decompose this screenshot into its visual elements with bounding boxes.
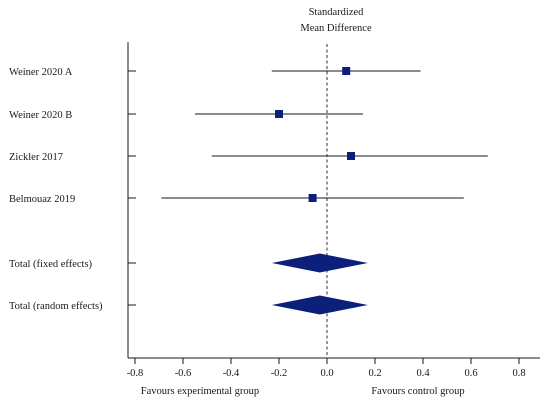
x-tick-label: 0.4 <box>416 368 430 379</box>
x-tick-label: -0.4 <box>223 368 240 379</box>
study-label: Belmouaz 2019 <box>9 194 75 205</box>
effect-size-marker <box>347 152 355 160</box>
pooled-effect-diamond <box>271 295 368 315</box>
x-tick-label: 0.2 <box>368 368 381 379</box>
pooled-effect-diamond <box>271 253 368 273</box>
study-row: Weiner 2020 A <box>9 67 421 78</box>
total-row: Total (random effects) <box>9 295 368 315</box>
x-tick-label: 0.8 <box>512 368 525 379</box>
study-row: Belmouaz 2019 <box>9 194 464 205</box>
x-tick-label: -0.8 <box>127 368 144 379</box>
effect-size-marker <box>308 194 317 202</box>
effect-size-marker <box>342 67 351 75</box>
study-row: Weiner 2020 B <box>9 110 363 121</box>
title-line: Mean Difference <box>300 23 372 34</box>
total-label: Total (fixed effects) <box>9 259 93 270</box>
study-label: Zickler 2017 <box>9 152 63 163</box>
title-line: Standardized <box>309 7 365 18</box>
chart-title: Standardized Mean Difference <box>300 7 372 34</box>
x-tick-label: 0.6 <box>464 368 477 379</box>
study-label: Weiner 2020 B <box>9 110 72 121</box>
total-row: Total (fixed effects) <box>9 253 368 273</box>
total-label: Total (random effects) <box>9 301 103 312</box>
x-left-caption: Favours experimental group <box>141 386 259 397</box>
x-right-caption: Favours control group <box>371 386 464 397</box>
x-tick-label: 0.0 <box>320 368 333 379</box>
study-label: Weiner 2020 A <box>9 67 73 78</box>
study-row: Zickler 2017 <box>9 152 488 163</box>
x-tick-label: -0.2 <box>271 368 288 379</box>
x-tick-label: -0.6 <box>175 368 192 379</box>
effect-size-marker <box>275 110 283 118</box>
